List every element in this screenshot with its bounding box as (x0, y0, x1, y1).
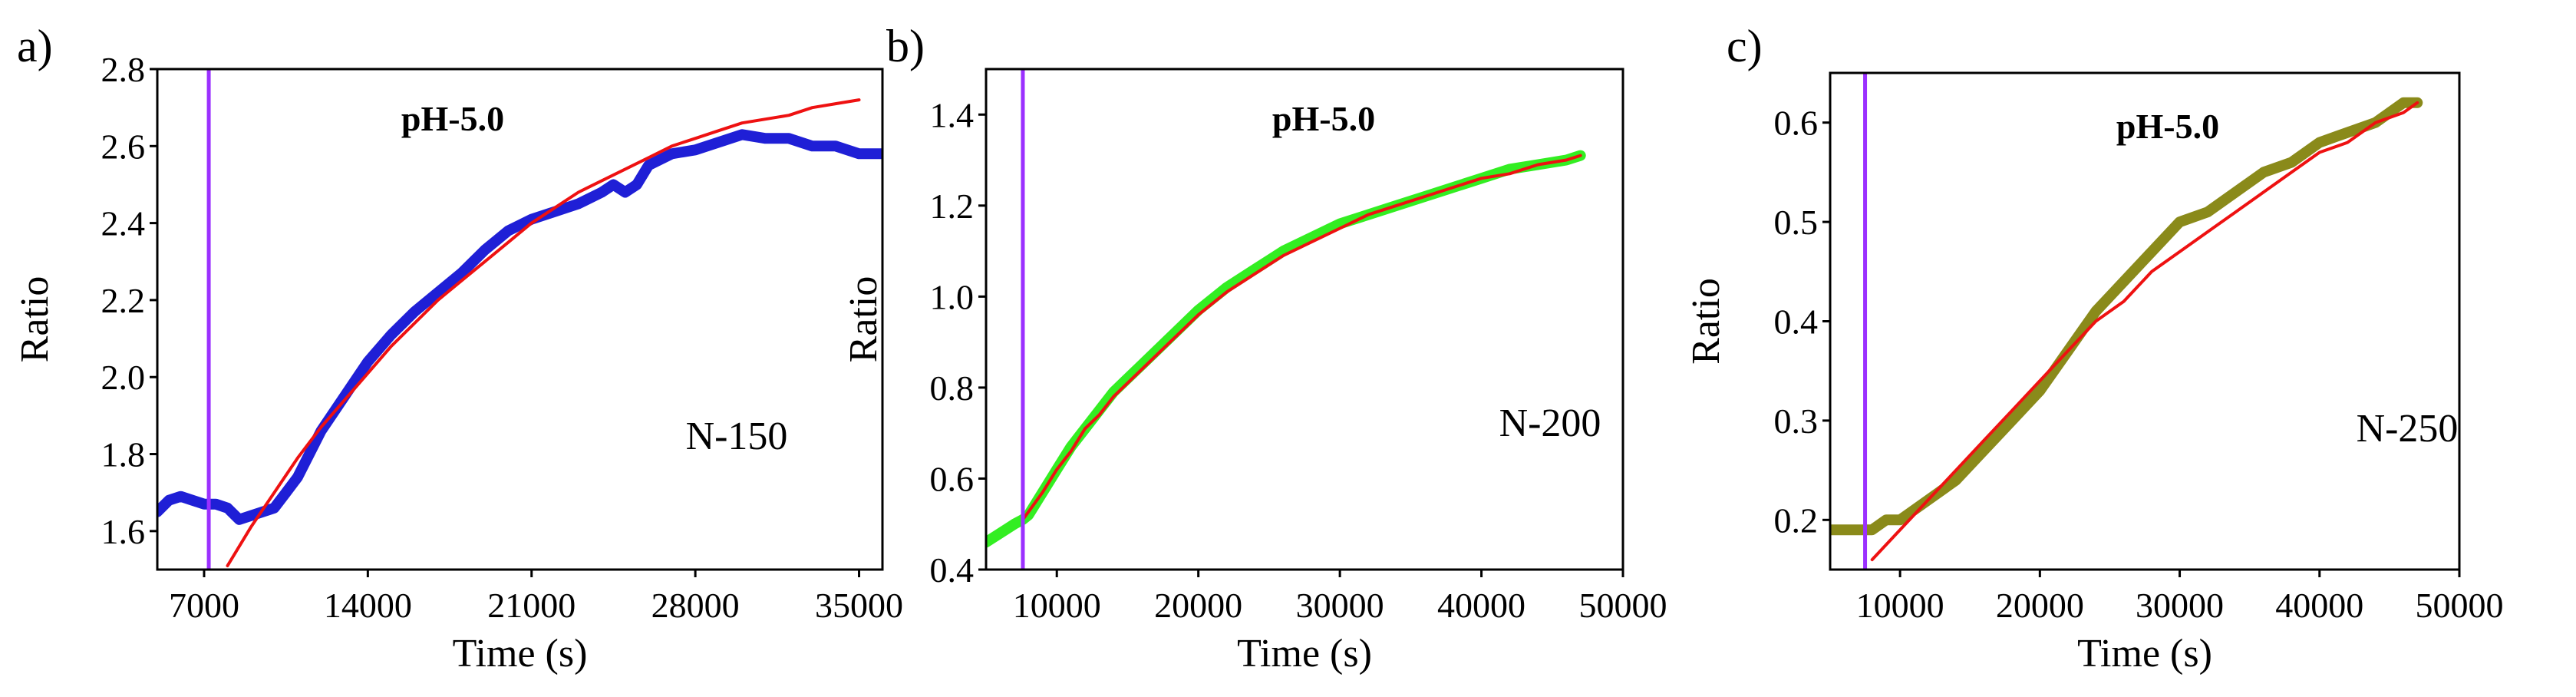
panel-c-ytick-label: 0.2 (1774, 500, 1819, 540)
panel-a-ytick-label: 2.2 (101, 281, 146, 320)
panel-a-letter: a) (17, 21, 53, 71)
panel-b-ytick-label: 1.0 (930, 277, 975, 316)
panel-b-ytick-label: 0.6 (930, 459, 975, 498)
panel-c-ytick-label: 0.6 (1774, 104, 1819, 143)
panel-a-xtick-label: 7000 (169, 586, 239, 625)
panel-a-ytick-label: 2.8 (101, 50, 146, 89)
panel-b-ytick-label: 0.8 (930, 368, 975, 408)
panel-c-ytick-label: 0.3 (1774, 401, 1819, 441)
panel-b-ytick-label: 1.2 (930, 187, 975, 226)
panel-c-ytick-label: 0.5 (1774, 203, 1819, 242)
panel-a-ytick-label: 1.8 (101, 435, 146, 474)
panel-b-series-data (986, 150, 1586, 548)
panel-b-ytick-label: 0.4 (930, 550, 975, 590)
panel-a-ytick-label: 2.6 (101, 127, 146, 166)
panel-c-series-fit (1870, 101, 2419, 562)
panel-c-letter: c) (1727, 21, 1763, 71)
panel-a-ytick-label: 1.6 (101, 512, 146, 551)
panel-b-frame (985, 68, 1624, 571)
panel-c-ytick-label: 0.4 (1774, 302, 1819, 342)
panel-a-xtick-label: 28000 (651, 586, 740, 625)
panel-b-xtick-label: 40000 (1437, 586, 1525, 625)
panel-b-sample-label: N-200 (1499, 401, 1601, 445)
panel-b-xtick-label: 50000 (1579, 586, 1667, 625)
panel-c-ylabel: Ratio (1684, 278, 1728, 365)
panel-a-xtick-label: 14000 (324, 586, 412, 625)
panel-b-ph-annotation: pH-5.0 (1272, 99, 1375, 138)
panel-b-ylabel: Ratio (842, 276, 886, 363)
panel-c-ph-annotation: pH-5.0 (2116, 107, 2219, 146)
panel-b-ytick-label: 1.4 (930, 95, 975, 134)
panel-a-ytick-label: 2.0 (101, 358, 146, 397)
panel-a-xtick-label: 35000 (815, 586, 903, 625)
panel-b-series-fit (1021, 154, 1582, 521)
panel-c-frame (1829, 71, 2461, 571)
panel-a-series-fit (226, 98, 861, 567)
panel-c-xtick-label: 50000 (2416, 586, 2504, 625)
panel-c-xtick-label: 30000 (2136, 586, 2224, 625)
panel-a-series-data (157, 129, 882, 525)
panel-b-letter: b) (886, 21, 925, 71)
panel-c-xlabel: Time (s) (2077, 632, 2212, 676)
panel-a-xlabel: Time (s) (453, 632, 588, 676)
panel-b-xtick-label: 20000 (1154, 586, 1242, 625)
panel-b-xlabel: Time (s) (1237, 632, 1372, 676)
panel-c-xtick-label: 20000 (1996, 586, 2084, 625)
panel-c-sample-label: N-250 (2357, 407, 2459, 451)
panel-a-frame (156, 68, 884, 571)
panel-b-xtick-label: 10000 (1013, 586, 1101, 625)
panel-c-series-data (1830, 97, 2423, 536)
panel-a-ytick-label: 2.4 (101, 204, 146, 243)
panel-c-xtick-label: 40000 (2275, 586, 2363, 625)
panel-a-ylabel: Ratio (13, 276, 57, 363)
panel-a-ph-annotation: pH-5.0 (401, 99, 504, 138)
panel-a-sample-label: N-150 (686, 415, 788, 458)
panel-b-xtick-label: 30000 (1296, 586, 1384, 625)
panel-a-xtick-label: 21000 (487, 586, 576, 625)
panel-c-xtick-label: 10000 (1856, 586, 1944, 625)
